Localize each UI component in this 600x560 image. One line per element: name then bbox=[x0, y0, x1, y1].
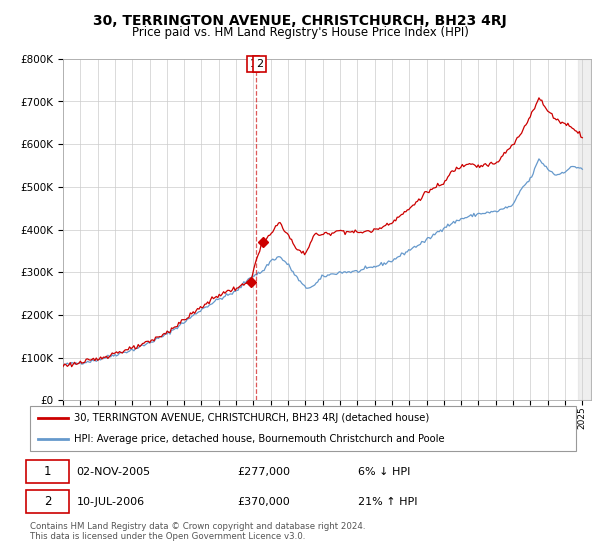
Text: Contains HM Land Registry data © Crown copyright and database right 2024.
This d: Contains HM Land Registry data © Crown c… bbox=[30, 522, 365, 542]
Text: 30, TERRINGTON AVENUE, CHRISTCHURCH, BH23 4RJ (detached house): 30, TERRINGTON AVENUE, CHRISTCHURCH, BH2… bbox=[74, 413, 429, 423]
Bar bbox=[578, 59, 591, 400]
Text: 1: 1 bbox=[250, 59, 256, 69]
Text: 10-JUL-2006: 10-JUL-2006 bbox=[76, 497, 145, 507]
FancyBboxPatch shape bbox=[26, 491, 69, 514]
Text: 2: 2 bbox=[44, 496, 51, 508]
Text: 2: 2 bbox=[256, 59, 263, 69]
Text: Price paid vs. HM Land Registry's House Price Index (HPI): Price paid vs. HM Land Registry's House … bbox=[131, 26, 469, 39]
Text: 6% ↓ HPI: 6% ↓ HPI bbox=[358, 466, 410, 477]
Text: 30, TERRINGTON AVENUE, CHRISTCHURCH, BH23 4RJ: 30, TERRINGTON AVENUE, CHRISTCHURCH, BH2… bbox=[93, 14, 507, 28]
Text: £370,000: £370,000 bbox=[238, 497, 290, 507]
Text: 21% ↑ HPI: 21% ↑ HPI bbox=[358, 497, 417, 507]
Text: £277,000: £277,000 bbox=[238, 466, 290, 477]
FancyBboxPatch shape bbox=[30, 406, 576, 451]
Text: HPI: Average price, detached house, Bournemouth Christchurch and Poole: HPI: Average price, detached house, Bour… bbox=[74, 433, 445, 444]
Text: 1: 1 bbox=[44, 465, 51, 478]
Text: 02-NOV-2005: 02-NOV-2005 bbox=[76, 466, 151, 477]
FancyBboxPatch shape bbox=[26, 460, 69, 483]
